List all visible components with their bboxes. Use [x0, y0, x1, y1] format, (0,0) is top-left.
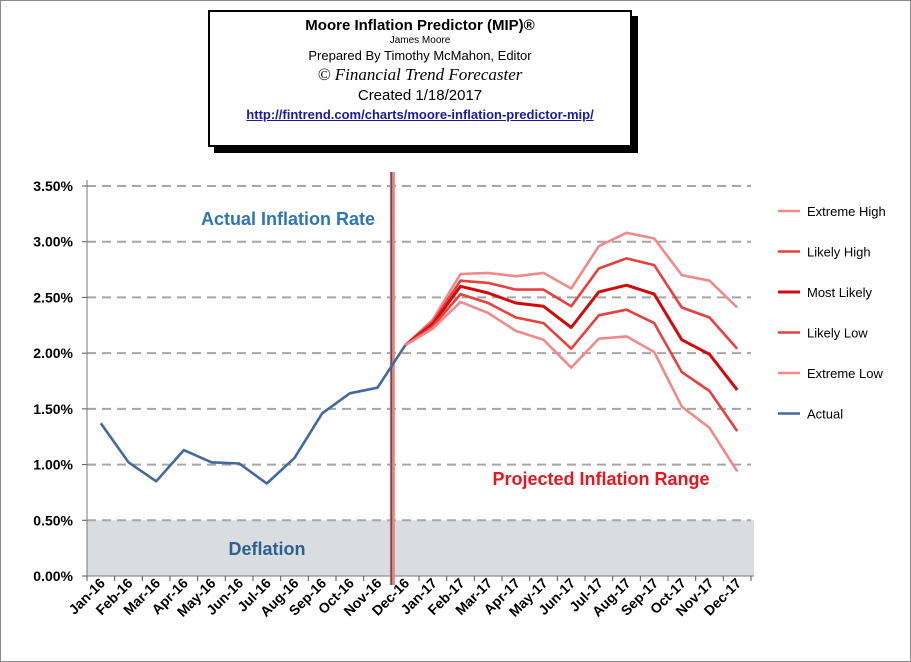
- deflation-band: [87, 520, 754, 576]
- series-line-most-likely: [404, 283, 739, 391]
- legend-label: Likely High: [807, 245, 871, 260]
- source-link[interactable]: http://fintrend.com/charts/moore-inflati…: [246, 107, 594, 122]
- y-tick-label: 1.50%: [33, 401, 73, 417]
- y-tick-label: 0.00%: [33, 568, 73, 584]
- actual-annotation: Actual Inflation Rate: [201, 209, 375, 229]
- y-tick-label: 0.50%: [33, 512, 73, 528]
- title-box: Moore Inflation Predictor (MIP)® James M…: [208, 10, 632, 147]
- y-tick-label: 3.00%: [33, 234, 73, 250]
- series-line-extreme-low: [404, 300, 739, 472]
- legend-label: Most Likely: [807, 285, 873, 300]
- created-line: Created 1/18/2017: [357, 87, 483, 104]
- prepared-line: Prepared By Timothy McMahon, Editor: [308, 48, 532, 63]
- legend-label: Actual: [807, 407, 843, 422]
- author-line: James Moore: [389, 35, 451, 46]
- series-line-likely-low: [404, 292, 739, 432]
- legend-label: Likely Low: [807, 326, 868, 341]
- y-tick-label: 1.00%: [33, 457, 73, 473]
- series-line-likely-high: [404, 257, 739, 350]
- legend-label: Extreme Low: [807, 366, 883, 381]
- y-tick-label: 3.50%: [33, 178, 73, 194]
- projected-annotation: Projected Inflation Range: [492, 469, 709, 489]
- series-line-actual: [99, 344, 407, 485]
- publisher-line: © Financial Trend Forecaster: [317, 65, 523, 84]
- legend-label: Extreme High: [807, 204, 886, 219]
- y-tick-label: 2.50%: [33, 289, 73, 305]
- y-tick-label: 2.00%: [33, 345, 73, 361]
- chart-title: Moore Inflation Predictor (MIP)®: [305, 17, 535, 34]
- series-line-extreme-high: [404, 231, 739, 347]
- deflation-annotation: Deflation: [228, 539, 305, 559]
